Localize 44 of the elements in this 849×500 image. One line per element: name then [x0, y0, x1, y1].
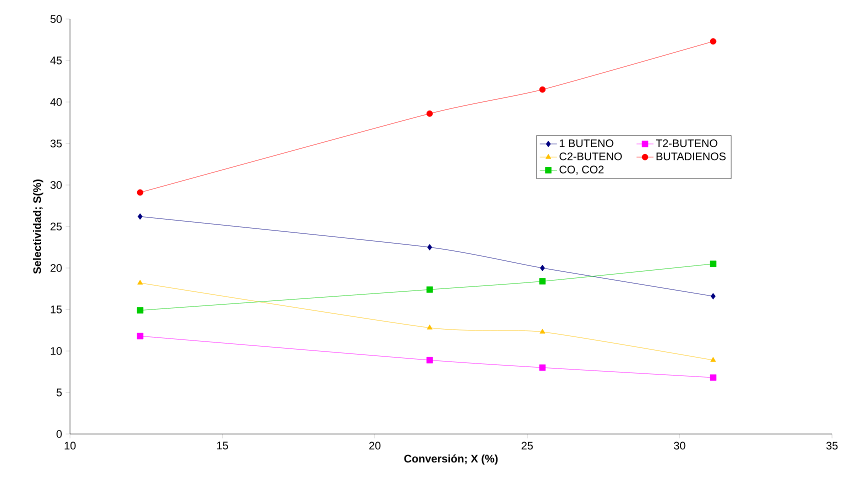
y-tick-label: 45 [50, 56, 62, 64]
point [136, 332, 144, 340]
x-tick-label: 35 [826, 442, 838, 450]
point [426, 324, 432, 330]
point [710, 356, 716, 362]
point [710, 293, 716, 300]
point [539, 278, 546, 284]
point [539, 364, 546, 371]
point [710, 374, 716, 381]
x-tick-label: 25 [522, 442, 533, 450]
x-tick-label: 30 [674, 442, 686, 450]
x-axis-title: Conversión; X (%) [404, 454, 498, 465]
point [427, 244, 432, 250]
point [136, 189, 144, 196]
point [137, 280, 143, 285]
legend-label: CO, CO2 [560, 166, 604, 175]
point [138, 213, 143, 220]
y-tick-label: 35 [50, 140, 62, 148]
y-axis-title: Selectividad; S(%) [32, 180, 44, 274]
point [540, 328, 546, 334]
point [710, 38, 716, 45]
point [540, 264, 545, 272]
y-tick-label: 30 [50, 181, 62, 189]
y-tick-label: 15 [50, 306, 62, 314]
x-tick-label: 15 [217, 442, 228, 450]
y-tick-label: 10 [50, 347, 62, 355]
point [426, 356, 433, 364]
point [426, 110, 433, 117]
y-tick-label: 0 [56, 430, 62, 438]
legend-label: 1 BUTENO [560, 139, 614, 148]
y-tick-label: 25 [50, 222, 62, 230]
point [710, 260, 716, 268]
x-tick-label: 20 [369, 442, 380, 450]
point [136, 307, 144, 314]
y-tick-label: 5 [56, 388, 62, 396]
point [426, 286, 433, 293]
y-tick-label: 20 [50, 264, 62, 272]
point [539, 86, 546, 93]
y-tick-label: 40 [50, 98, 62, 106]
legend-label: T2-BUTENO [656, 139, 718, 148]
legend-label: C2-BUTENO [560, 152, 622, 160]
legend-label: BUTADIENOS [656, 152, 726, 160]
y-tick-label: 50 [50, 15, 62, 23]
x-tick-label: 10 [64, 442, 76, 450]
